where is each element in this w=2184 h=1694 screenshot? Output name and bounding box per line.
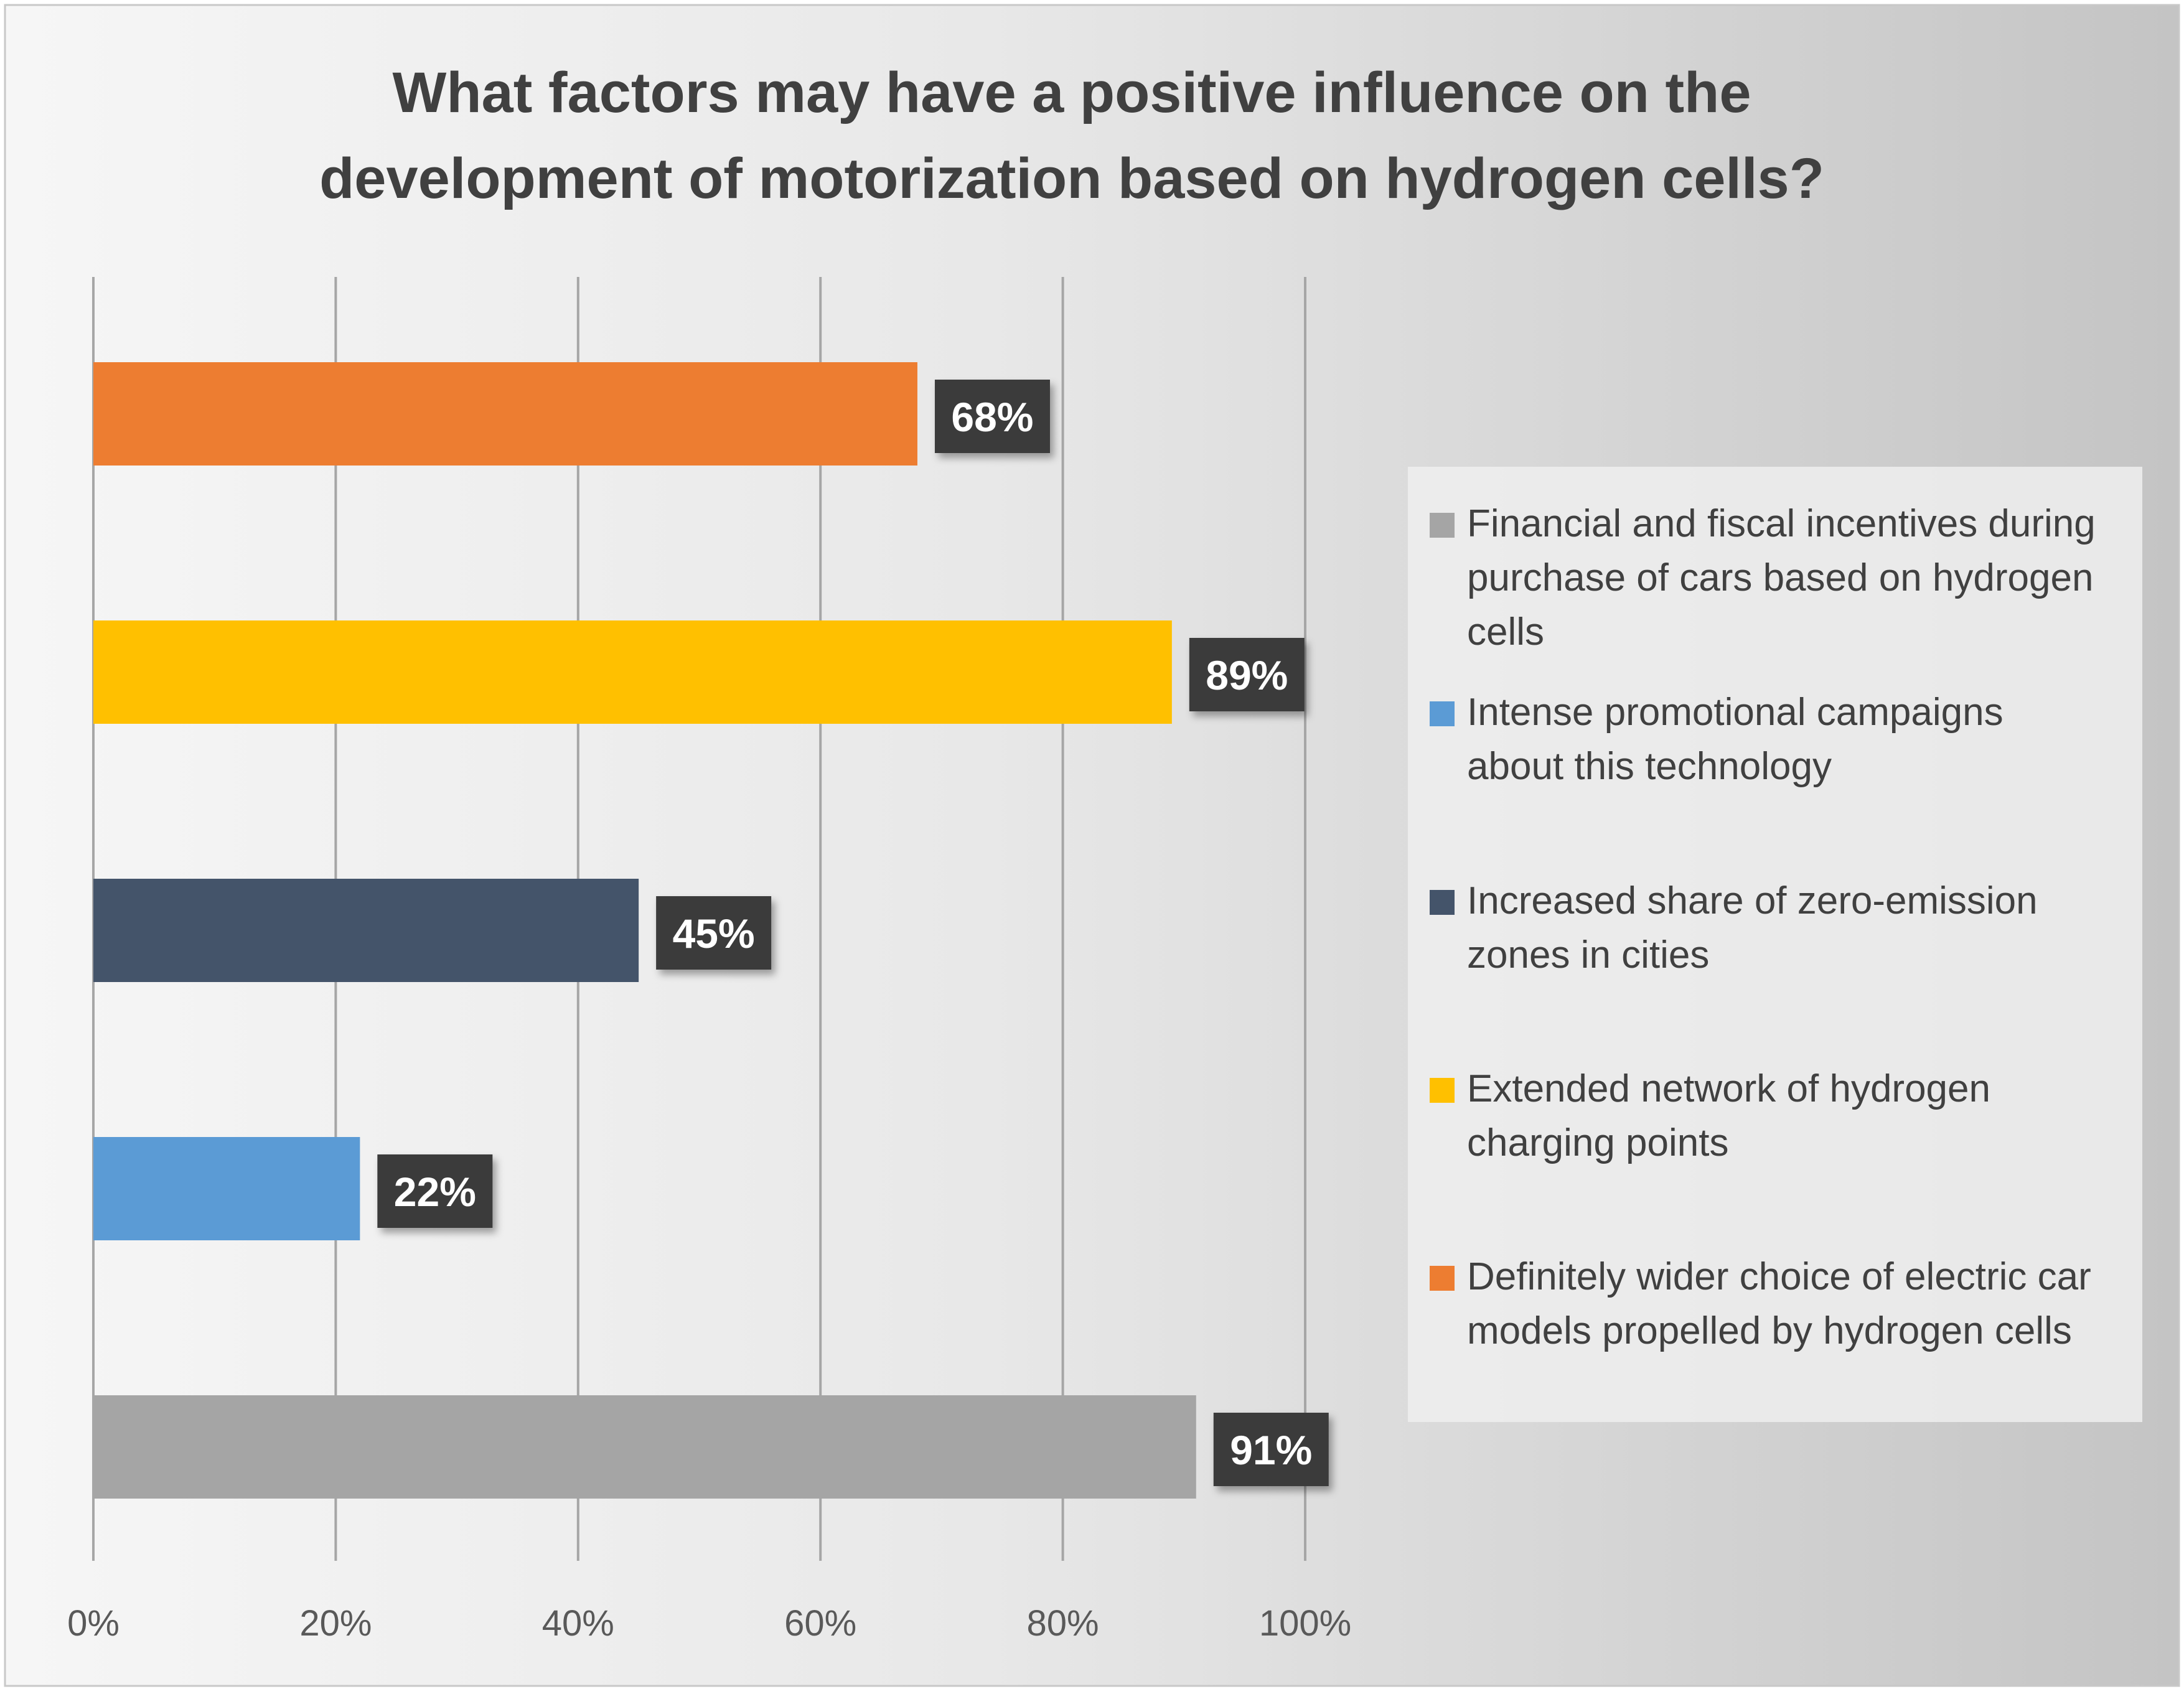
x-tick-label-40: 40% (542, 1603, 614, 1644)
legend-label-1-line-1: about this technology (1467, 745, 1832, 788)
legend-label-2-line-0: Increased share of zero-emission (1467, 879, 2038, 922)
data-label-box-0 (1213, 1413, 1329, 1486)
legend-swatch-0 (1430, 513, 1455, 538)
data-label-box-4 (934, 380, 1050, 453)
data-label-box-3 (1189, 638, 1305, 711)
legend-swatch-3 (1430, 1078, 1455, 1103)
bar-3 (93, 620, 1172, 724)
legend-label-0-line-2: cells (1467, 611, 1544, 653)
x-tick-label-60: 60% (784, 1603, 856, 1644)
chart-title-line-1: What factors may have a positive influen… (393, 61, 1751, 124)
bar-0 (93, 1395, 1196, 1499)
legend-label-0-line-0: Financial and fiscal incentives during (1467, 502, 2096, 545)
legend-label-4-line-1: models propelled by hydrogen cells (1467, 1309, 2072, 1352)
legend-label-0-line-1: purchase of cars based on hydrogen (1467, 556, 2093, 599)
data-label-0: 91% (1230, 1427, 1312, 1473)
data-label-box-1 (377, 1154, 493, 1228)
x-tick-label-0: 0% (67, 1603, 120, 1644)
chart-title: What factors may have a positive influen… (319, 61, 1824, 210)
legend: Financial and fiscal incentives during pu… (1408, 467, 2142, 1422)
legend-label-3-line-1: charging points (1467, 1121, 1729, 1164)
legend-box (1408, 467, 2142, 1422)
data-label-box-2 (656, 896, 772, 970)
bar-1 (93, 1137, 360, 1240)
x-tick-label-20: 20% (299, 1603, 372, 1644)
bar-4 (93, 362, 917, 466)
x-tick-label-80: 80% (1027, 1603, 1099, 1644)
x-tick-label-100: 100% (1259, 1603, 1351, 1644)
legend-label-4-line-0: Definitely wider choice of electric car (1467, 1255, 2091, 1298)
data-label-1: 22% (394, 1169, 476, 1215)
legend-label-2-line-1: zones in cities (1467, 934, 1709, 976)
chart-title-line-2: development of motorization based on hyd… (319, 147, 1824, 210)
data-label-2: 45% (673, 910, 755, 957)
legend-swatch-4 (1430, 1266, 1455, 1291)
data-label-3: 89% (1206, 652, 1288, 698)
legend-swatch-2 (1430, 890, 1455, 915)
legend-swatch-1 (1430, 701, 1455, 726)
data-label-4: 68% (951, 394, 1033, 440)
data-labels: 91% 22% 45% 89% 68% (377, 380, 1329, 1486)
x-axis-tick-labels: 0% 20% 40% 60% 80% 100% (67, 1603, 1351, 1644)
legend-label-3-line-0: Extended network of hydrogen (1467, 1067, 1990, 1110)
legend-label-1-line-0: Intense promotional campaigns (1467, 691, 2004, 734)
bar-2 (93, 879, 639, 982)
bars (93, 362, 1196, 1499)
